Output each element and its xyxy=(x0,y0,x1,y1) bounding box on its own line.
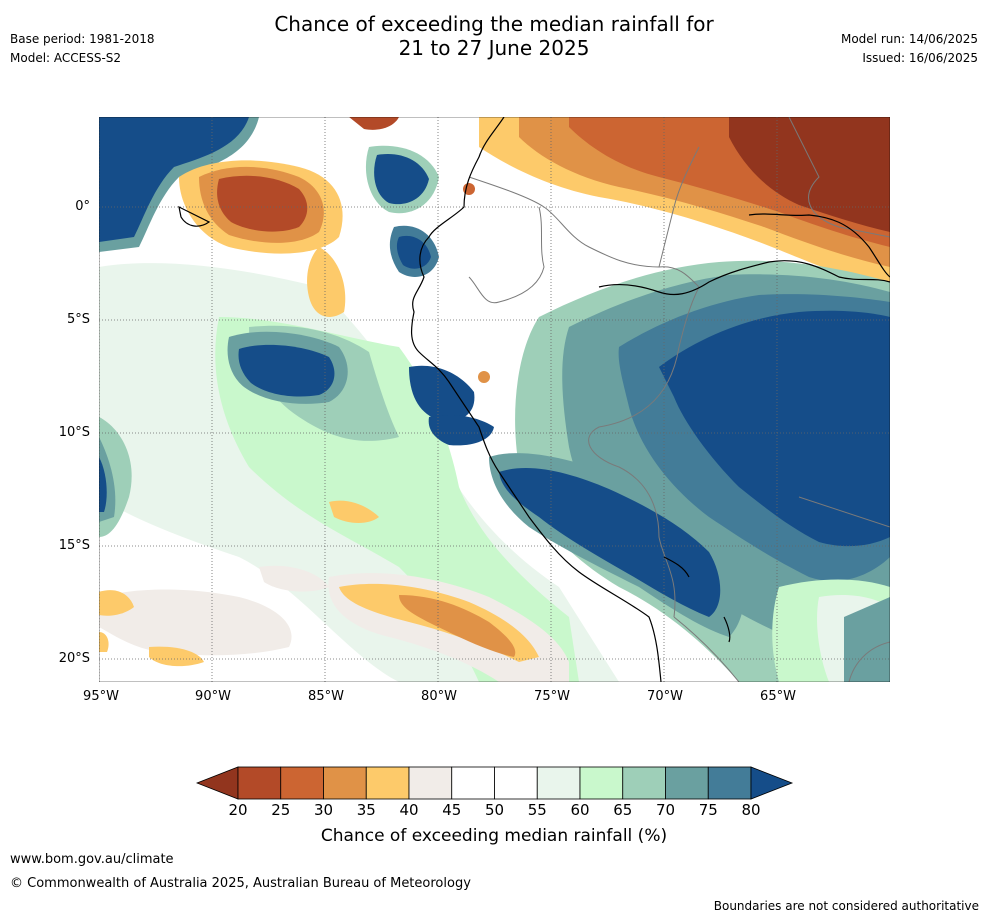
lon-label-80w: 80°W xyxy=(421,689,457,704)
rainfall-map xyxy=(99,117,890,682)
colorbar-cell xyxy=(323,766,367,800)
probability-field xyxy=(99,117,890,682)
model-label: Model: ACCESS-S2 xyxy=(10,51,122,65)
colorbar-cell xyxy=(622,766,666,800)
colorbar-under-triangle xyxy=(196,766,239,800)
lat-label-15s: 15°S xyxy=(58,538,90,553)
colorbar-cell xyxy=(665,766,709,800)
colorbar-over-triangle xyxy=(750,766,794,800)
coastline xyxy=(178,117,890,682)
colorbar-tick-label: 25 xyxy=(271,801,291,819)
colorbar-tick-label: 30 xyxy=(313,801,334,819)
colorbar-title: Chance of exceeding median rainfall (%) xyxy=(320,826,668,846)
disclaimer-text: Boundaries are not considered authoritat… xyxy=(713,899,979,913)
colorbar-tick-label: 80 xyxy=(741,801,761,819)
map-title: Chance of exceeding the median rainfall … xyxy=(0,12,988,60)
lon-label-95w: 95°W xyxy=(83,689,119,704)
colorbar-tick-label: 75 xyxy=(698,801,718,819)
website-link[interactable]: www.bom.gov.au/climate xyxy=(10,852,174,867)
colorbar-tick-label: 70 xyxy=(655,801,676,819)
colorbar-cell xyxy=(579,766,624,800)
colorbar xyxy=(196,766,794,800)
model-run-label: Model run: 14/06/2025 xyxy=(840,32,978,46)
lat-label-10s: 10°S xyxy=(58,425,90,440)
lat-label-20s: 20°S xyxy=(58,651,90,666)
colorbar-tick-label: 40 xyxy=(399,801,419,819)
colorbar-tick-label: 50 xyxy=(484,801,505,819)
colorbar-cell xyxy=(494,766,538,800)
colorbar-cell xyxy=(451,766,495,800)
colorbar-tick-label: 60 xyxy=(570,801,590,819)
colorbar-tick-label: 20 xyxy=(228,801,248,819)
graticule xyxy=(99,117,890,682)
colorbar-tick-label: 45 xyxy=(442,801,462,819)
base-period-label: Base period: 1981-2018 xyxy=(10,32,155,46)
copyright-text: © Commonwealth of Australia 2025, Austra… xyxy=(10,876,471,891)
lon-label-85w: 85°W xyxy=(308,689,344,704)
issued-label: Issued: 16/06/2025 xyxy=(862,51,978,65)
colorbar-cell xyxy=(365,766,410,800)
lat-label-5s: 5°S xyxy=(66,312,90,327)
country-borders xyxy=(468,117,890,682)
colorbar-cell xyxy=(536,766,581,800)
colorbar-tick-label: 35 xyxy=(356,801,376,819)
lon-label-70w: 70°W xyxy=(647,689,683,704)
title-line-2: 21 to 27 June 2025 xyxy=(398,36,590,60)
title-line-1: Chance of exceeding the median rainfall … xyxy=(274,12,714,36)
colorbar-cell xyxy=(280,766,324,800)
lon-label-90w: 90°W xyxy=(195,689,231,704)
lon-label-65w: 65°W xyxy=(760,689,796,704)
colorbar-tick-label: 65 xyxy=(613,801,633,819)
colorbar-cell xyxy=(237,766,282,800)
colorbar-tick-label: 55 xyxy=(527,801,547,819)
colorbar-cells xyxy=(196,766,794,800)
colorbar-cell xyxy=(707,766,752,800)
lat-label-0: 0° xyxy=(75,199,90,214)
lon-label-75w: 75°W xyxy=(534,689,570,704)
colorbar-cell xyxy=(408,766,453,800)
